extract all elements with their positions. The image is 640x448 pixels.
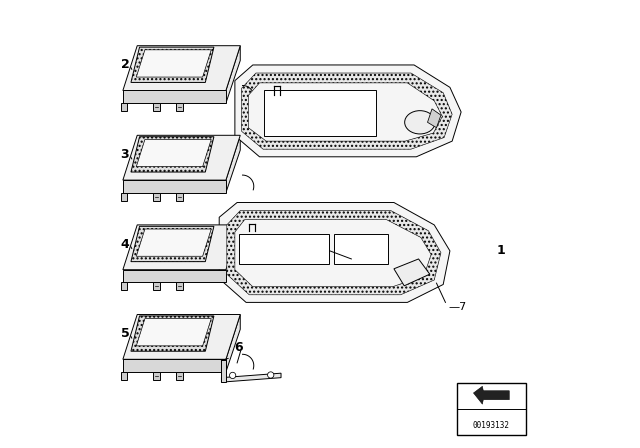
Text: 4: 4	[121, 237, 129, 251]
Text: 2: 2	[121, 58, 129, 72]
Text: 5: 5	[121, 327, 129, 340]
Polygon shape	[177, 103, 182, 111]
Bar	[457, 383, 526, 435]
Polygon shape	[235, 65, 461, 157]
Polygon shape	[123, 359, 226, 372]
Polygon shape	[394, 259, 430, 286]
Polygon shape	[235, 220, 431, 287]
Polygon shape	[136, 319, 211, 346]
Polygon shape	[123, 46, 240, 90]
Polygon shape	[153, 103, 159, 111]
Polygon shape	[123, 90, 226, 103]
Polygon shape	[177, 282, 182, 290]
Polygon shape	[123, 314, 240, 359]
Polygon shape	[121, 103, 127, 111]
Polygon shape	[219, 202, 450, 302]
Polygon shape	[123, 135, 240, 180]
Polygon shape	[131, 47, 214, 82]
Polygon shape	[121, 282, 127, 290]
Text: 00193132: 00193132	[473, 421, 510, 430]
Polygon shape	[121, 193, 127, 201]
Polygon shape	[226, 46, 240, 103]
Polygon shape	[123, 180, 226, 193]
Polygon shape	[177, 372, 182, 380]
Polygon shape	[131, 137, 214, 172]
Polygon shape	[239, 234, 329, 264]
Polygon shape	[227, 211, 441, 295]
Polygon shape	[226, 225, 240, 282]
Polygon shape	[334, 234, 388, 264]
Polygon shape	[177, 193, 182, 201]
Polygon shape	[123, 225, 240, 270]
Polygon shape	[121, 372, 127, 380]
Polygon shape	[428, 109, 441, 128]
Text: —7: —7	[449, 302, 467, 312]
Text: 6: 6	[234, 340, 243, 354]
Polygon shape	[221, 360, 226, 382]
Circle shape	[268, 372, 274, 378]
Polygon shape	[241, 73, 452, 149]
Polygon shape	[248, 83, 442, 141]
Polygon shape	[123, 270, 226, 282]
Polygon shape	[136, 139, 211, 167]
Circle shape	[230, 372, 236, 379]
Polygon shape	[131, 316, 214, 351]
Text: 1: 1	[497, 244, 506, 258]
Polygon shape	[136, 50, 211, 77]
Polygon shape	[226, 135, 240, 193]
Polygon shape	[153, 282, 159, 290]
Polygon shape	[153, 372, 159, 380]
Text: 3: 3	[121, 148, 129, 161]
Polygon shape	[474, 386, 509, 404]
Polygon shape	[136, 229, 211, 256]
Ellipse shape	[404, 111, 435, 134]
Polygon shape	[264, 90, 376, 136]
Polygon shape	[221, 373, 281, 382]
Polygon shape	[153, 193, 159, 201]
Polygon shape	[226, 314, 240, 372]
Polygon shape	[131, 226, 214, 262]
